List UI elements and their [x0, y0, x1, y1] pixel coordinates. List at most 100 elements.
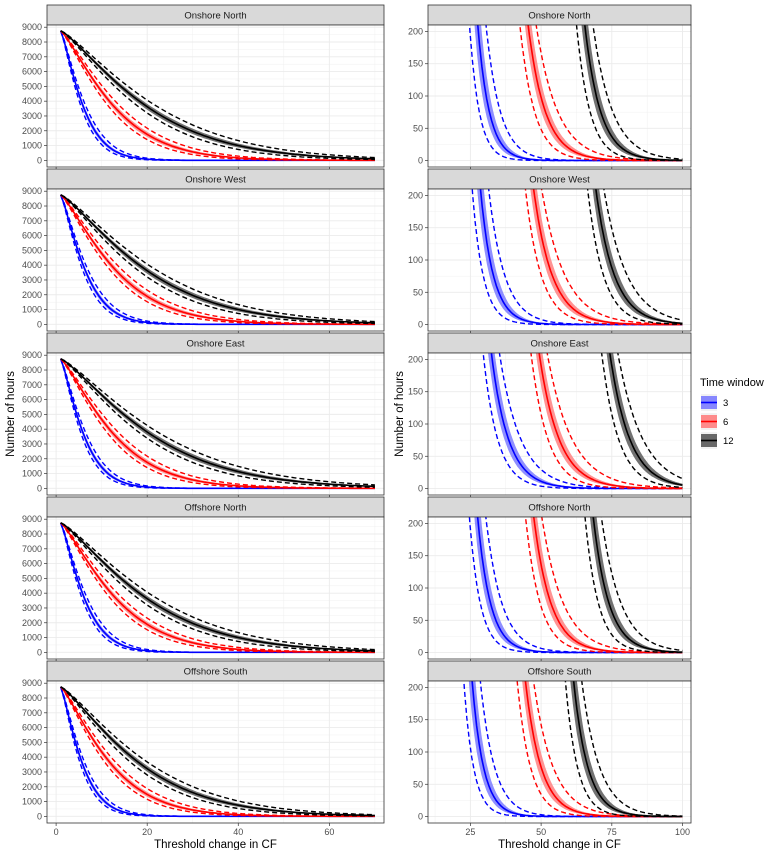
- y-tick-label: 0: [418, 320, 423, 330]
- y-axis-title: Number of hours: [394, 371, 406, 457]
- panel-border: [46, 188, 385, 332]
- y-tick-label: 8000: [22, 529, 42, 539]
- series-line-12: [60, 194, 375, 324]
- y-tick-label: 1000: [22, 633, 42, 643]
- y-tick-label: 50: [413, 779, 423, 789]
- series-bound-low-12: [600, 353, 683, 489]
- facet-strip-label: Offshore South: [184, 667, 248, 678]
- series-bound-low-12: [60, 194, 375, 325]
- x-tick-label: 0: [54, 827, 59, 837]
- panel-right-3: Offshore North 0 50 100 150 200: [408, 496, 692, 662]
- y-tick-label: 200: [408, 190, 423, 200]
- series-line-12: [60, 522, 375, 652]
- y-tick-label: 7000: [22, 380, 42, 390]
- y-tick-label: 7000: [22, 708, 42, 718]
- ribbon-12: [606, 353, 683, 487]
- y-tick-label: 3000: [22, 767, 42, 777]
- legend-label: 3: [723, 398, 728, 409]
- y-tick-label: 3000: [22, 111, 42, 121]
- facet-strip-label: Onshore North: [184, 11, 246, 22]
- series-bound-high-12: [60, 522, 375, 651]
- facet-strip-label: Onshore North: [528, 11, 590, 22]
- x-tick-label: 20: [142, 827, 152, 837]
- series-line-6: [60, 30, 375, 162]
- series-bound-low-6: [524, 189, 683, 326]
- y-tick-label: 9000: [22, 514, 42, 524]
- y-tick-label: 2000: [22, 782, 42, 792]
- y-tick-label: 5000: [22, 409, 42, 419]
- y-tick-label: 5000: [22, 81, 42, 91]
- y-tick-label: 4000: [22, 752, 42, 762]
- legend-item-12: 12: [701, 432, 734, 449]
- series-line-6: [538, 353, 683, 490]
- y-tick-label: 4000: [22, 260, 42, 270]
- y-tick-label: 8000: [22, 37, 42, 47]
- facet-strip-label: Offshore South: [528, 667, 592, 678]
- y-tick-label: 0: [37, 647, 42, 657]
- y-tick-label: 1000: [22, 797, 42, 807]
- panel-border: [46, 680, 385, 824]
- y-tick-label: 9000: [22, 350, 42, 360]
- y-tick-label: 6000: [22, 723, 42, 733]
- y-tick-label: 100: [408, 255, 423, 265]
- y-tick-label: 100: [408, 583, 423, 593]
- panel-right-1: Onshore West 0 50 100 150 200: [408, 168, 692, 334]
- y-tick-label: 50: [413, 123, 423, 133]
- y-tick-label: 0: [37, 483, 42, 493]
- legend-label: 12: [723, 436, 734, 447]
- legend: Time window 3 6 12: [700, 377, 764, 449]
- y-tick-label: 8000: [22, 201, 42, 211]
- x-axis-title: Threshold change in CF: [154, 839, 277, 850]
- y-tick-label: 0: [418, 156, 423, 166]
- series-bound-low-6: [516, 681, 683, 818]
- series-bound-low-12: [60, 358, 375, 488]
- series-bound-low-12: [586, 189, 683, 325]
- y-tick-label: 6000: [22, 559, 42, 569]
- y-tick-label: 200: [408, 354, 423, 364]
- series-line-12: [60, 30, 375, 160]
- ribbon-6: [60, 358, 375, 489]
- series-bound-low-12: [60, 30, 375, 161]
- facet-strip-label: Onshore East: [186, 339, 244, 350]
- y-tick-label: 0: [37, 155, 42, 165]
- y-tick-label: 7000: [22, 544, 42, 554]
- panel-left-4: Offshore South 0 1000 2000 3000 4000 5000 6000 7…: [22, 660, 385, 837]
- x-tick-label: 50: [536, 827, 546, 837]
- panel-right-2: Onshore East 0 50 100 150 200: [408, 332, 692, 498]
- ribbon-12: [592, 189, 683, 324]
- series-line-6: [60, 522, 375, 654]
- series-line-12: [592, 517, 683, 653]
- series-bound-high-12: [60, 194, 375, 323]
- series-bound-low-3: [482, 353, 683, 490]
- series-line-12: [595, 189, 683, 325]
- y-tick-label: 150: [408, 223, 423, 233]
- y-tick-label: 100: [408, 91, 423, 101]
- x-tick-label: 75: [607, 827, 617, 837]
- series-bound-low-12: [60, 522, 375, 653]
- y-tick-label: 9000: [22, 22, 42, 32]
- series-bound-high-6: [60, 194, 375, 325]
- y-tick-label: 200: [408, 26, 423, 36]
- y-tick-label: 0: [418, 484, 423, 494]
- y-tick-label: 3000: [22, 603, 42, 613]
- series-line-12: [609, 353, 683, 486]
- y-tick-label: 6000: [22, 395, 42, 405]
- y-tick-label: 150: [408, 387, 423, 397]
- y-tick-label: 0: [37, 811, 42, 821]
- series-bound-low-12: [60, 686, 375, 817]
- y-tick-label: 8000: [22, 365, 42, 375]
- series-line-6: [60, 194, 375, 326]
- facet-strip-label: Onshore East: [530, 339, 588, 350]
- series-bound-high-6: [540, 189, 683, 325]
- legend-item-6: 6: [701, 413, 728, 430]
- x-tick-label: 100: [675, 827, 690, 837]
- y-tick-label: 5000: [22, 573, 42, 583]
- panel-left-3: Offshore North 0 1000 2000 3000 4000 5000 6000 7…: [22, 496, 385, 662]
- series-bound-high-12: [603, 189, 683, 321]
- y-tick-label: 150: [408, 551, 423, 561]
- y-tick-label: 0: [418, 812, 423, 822]
- ribbon-12: [60, 686, 375, 816]
- y-tick-label: 3000: [22, 275, 42, 285]
- series-bound-high-6: [546, 353, 683, 489]
